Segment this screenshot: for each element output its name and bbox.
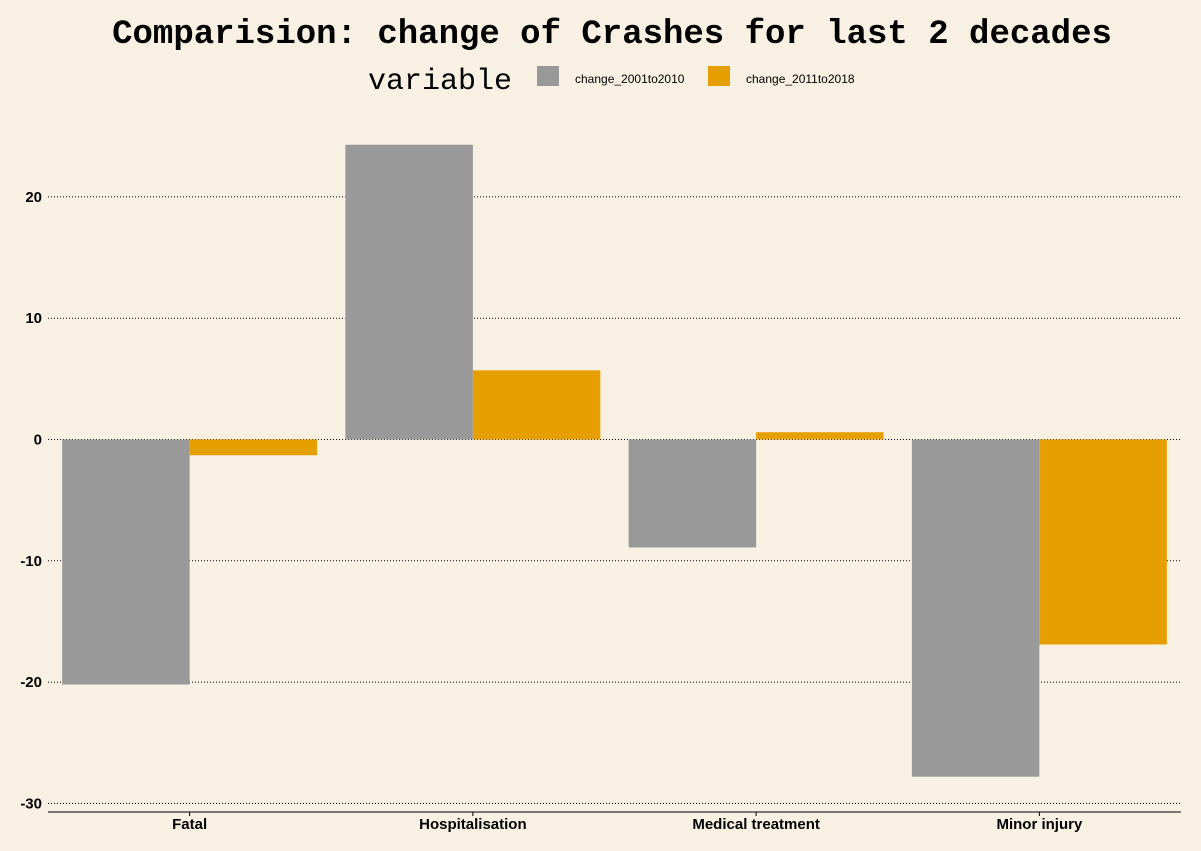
bar-fatal-change_2011to2018 xyxy=(189,439,318,456)
y-tick-label: 0 xyxy=(34,431,42,448)
x-tick-label: Fatal xyxy=(172,816,207,833)
bars xyxy=(62,144,1167,777)
y-axis-ticks: -30 -20 -10 0 10 20 xyxy=(20,189,42,812)
y-tick-label: 10 xyxy=(25,310,42,327)
legend-title: variable xyxy=(368,65,512,99)
y-tick-label: -30 xyxy=(20,795,42,812)
y-tick-label: -10 xyxy=(20,553,42,570)
chart-title: Comparision: change of Crashes for last … xyxy=(112,16,1112,54)
legend-label-change_2011to2018: change_2011to2018 xyxy=(746,72,855,86)
y-tick-label: -20 xyxy=(20,674,42,691)
bar-medical-treatment-change_2001to2010 xyxy=(628,439,757,548)
chart-legend: variable change_2001to2010 change_2011to2… xyxy=(368,65,855,99)
y-tick-label: 20 xyxy=(25,189,42,206)
x-tick-label: Medical treatment xyxy=(692,816,820,833)
x-axis-ticks: Fatal Hospitalisation Medical treatment Min… xyxy=(48,811,1181,833)
legend-key-change_2001to2010 xyxy=(537,66,559,86)
bar-minor-injury-change_2011to2018 xyxy=(1039,439,1167,645)
legend-label-change_2001to2010: change_2001to2010 xyxy=(575,72,685,86)
bar-medical-treatment-change_2011to2018 xyxy=(756,432,884,440)
x-tick-label: Hospitalisation xyxy=(419,816,527,833)
x-tick-label: Minor injury xyxy=(996,816,1082,833)
bar-hospitalisation-change_2011to2018 xyxy=(472,370,601,440)
legend-key-change_2011to2018 xyxy=(708,66,730,86)
bar-fatal-change_2001to2010 xyxy=(62,439,190,685)
bar-minor-injury-change_2001to2010 xyxy=(911,439,1040,777)
bar-hospitalisation-change_2001to2010 xyxy=(345,144,473,440)
